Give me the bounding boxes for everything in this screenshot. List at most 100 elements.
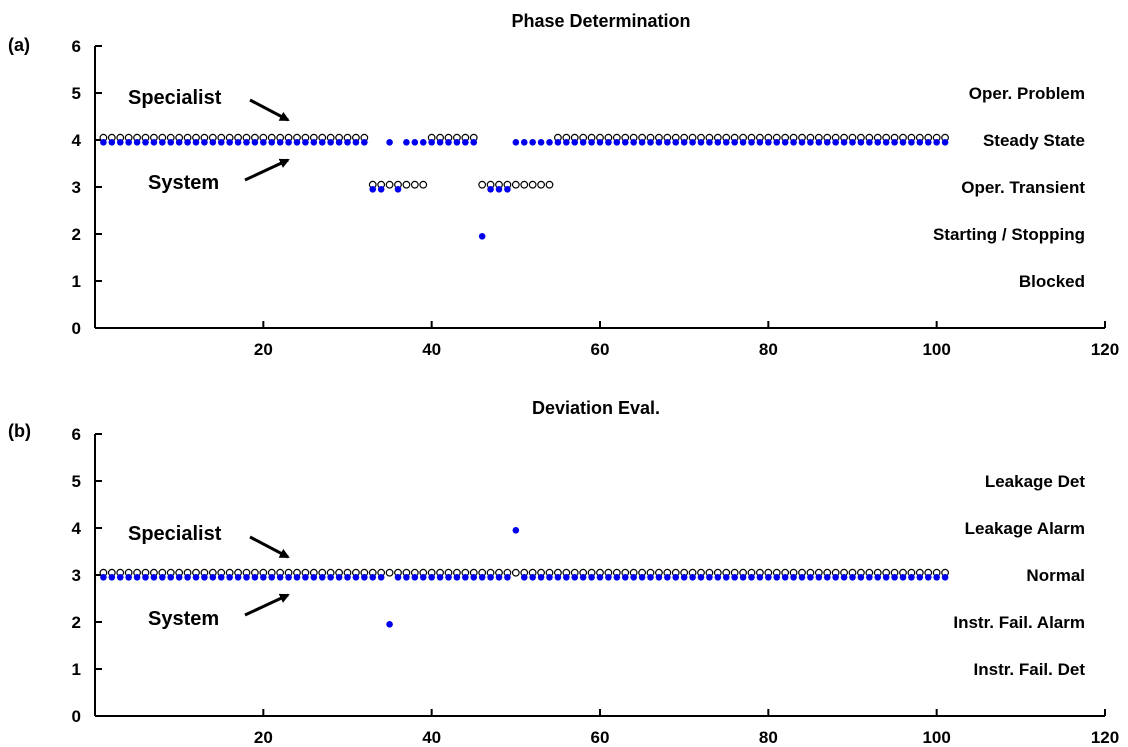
system-point <box>167 139 175 146</box>
system-point <box>504 186 511 193</box>
specialist-point <box>528 180 537 189</box>
system-point <box>310 139 318 146</box>
system-point <box>891 574 898 581</box>
system-point <box>495 186 503 193</box>
system-point <box>293 139 301 146</box>
specialist-point <box>520 180 529 189</box>
category-label: Starting / Stopping <box>933 225 1085 244</box>
x-tick-label: 100 <box>922 728 950 747</box>
system-point <box>175 574 183 581</box>
system-point <box>133 574 141 581</box>
system-point <box>706 139 713 146</box>
system-point <box>563 139 570 146</box>
system-point <box>226 139 233 146</box>
system-point <box>108 574 116 581</box>
system-point <box>234 574 242 581</box>
system-point <box>537 139 545 146</box>
system-point <box>352 574 360 581</box>
system-point <box>924 139 932 146</box>
system-point <box>209 139 217 146</box>
system-point <box>924 574 932 581</box>
category-label: Blocked <box>1019 272 1085 291</box>
system-point <box>866 139 873 146</box>
category-label: Instr. Fail. Det <box>974 660 1086 679</box>
system-point <box>638 574 646 581</box>
system-point <box>260 574 267 581</box>
system-point <box>428 139 435 146</box>
system-point <box>453 574 461 581</box>
x-tick-label: 20 <box>254 728 273 747</box>
system-point <box>798 574 806 581</box>
system-point <box>689 139 696 146</box>
system-point <box>823 139 831 146</box>
system-point <box>807 574 814 581</box>
system-point <box>655 574 663 581</box>
system-point <box>175 139 183 146</box>
system-point <box>512 139 520 146</box>
system-point <box>318 574 326 581</box>
system-point <box>621 574 629 581</box>
system-point <box>436 139 444 146</box>
system-point <box>899 574 907 581</box>
annotation-text: Specialist <box>128 523 222 545</box>
x-tick-label: 20 <box>254 340 273 359</box>
specialist-point <box>537 180 545 189</box>
system-point <box>167 574 175 581</box>
system-point <box>546 139 553 146</box>
system-point <box>318 139 326 146</box>
system-point <box>394 186 402 193</box>
system-point <box>773 139 781 146</box>
system-point <box>588 574 595 581</box>
system-point <box>571 574 579 581</box>
system-point <box>361 139 368 146</box>
system-point <box>571 139 579 146</box>
x-tick-label: 80 <box>759 340 778 359</box>
system-point <box>116 139 124 146</box>
system-point <box>706 574 713 581</box>
system-point <box>470 139 478 146</box>
specialist-point <box>511 180 520 189</box>
system-point <box>201 574 208 581</box>
system-point <box>369 186 377 193</box>
y-tick-label: 1 <box>72 272 81 291</box>
system-point <box>369 574 377 581</box>
data-points <box>99 133 949 240</box>
system-point <box>403 574 410 581</box>
system-point <box>933 139 940 146</box>
specialist-point <box>410 180 419 189</box>
x-tick-label: 100 <box>922 340 950 359</box>
system-point <box>722 139 730 146</box>
system-point <box>125 139 132 146</box>
system-point <box>773 574 781 581</box>
category-label: Leakage Alarm <box>965 519 1085 538</box>
system-point <box>790 139 797 146</box>
category-label: Oper. Problem <box>969 84 1085 103</box>
specialist-point <box>545 180 554 189</box>
system-point <box>487 186 494 193</box>
system-point <box>672 574 680 581</box>
system-point <box>226 574 233 581</box>
y-tick-label: 3 <box>72 566 81 585</box>
x-tick-label: 40 <box>422 340 441 359</box>
system-point <box>445 574 452 581</box>
system-point <box>605 574 612 581</box>
system-point <box>394 574 402 581</box>
system-point <box>529 574 536 581</box>
system-point <box>377 186 385 193</box>
annotation-system: System <box>148 593 290 630</box>
system-point <box>857 574 865 581</box>
system-point <box>588 139 595 146</box>
system-point <box>840 574 848 581</box>
system-point <box>445 139 452 146</box>
system-point <box>714 139 722 146</box>
system-point <box>217 574 225 581</box>
system-point <box>832 139 839 146</box>
annotation-text: System <box>148 608 219 630</box>
system-point <box>495 574 503 581</box>
system-point <box>504 574 511 581</box>
chart-title: Deviation Eval. <box>532 398 660 418</box>
system-point <box>462 574 469 581</box>
system-point <box>916 139 924 146</box>
system-point <box>680 139 688 146</box>
system-point <box>234 139 242 146</box>
